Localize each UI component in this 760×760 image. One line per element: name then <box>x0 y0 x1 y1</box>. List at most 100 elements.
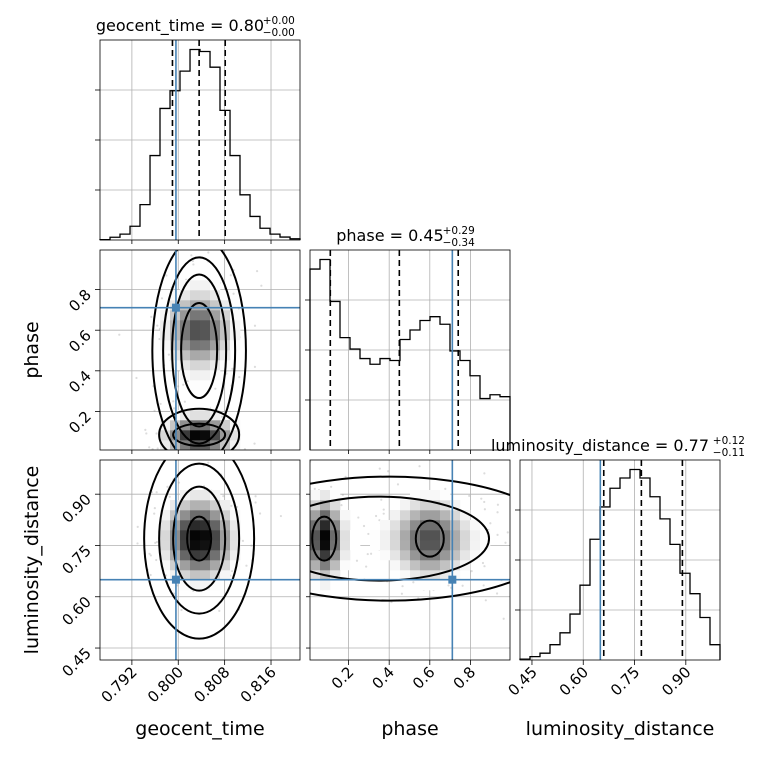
density-cell <box>420 570 431 581</box>
sample-point <box>238 376 241 379</box>
sample-point <box>180 608 183 612</box>
density-cell <box>190 360 201 371</box>
density-cell <box>430 530 441 541</box>
density-cell <box>340 520 351 531</box>
panel-frame <box>99 249 301 451</box>
density-cell <box>180 520 191 531</box>
sample-point <box>253 442 256 445</box>
x-tick-label: 0.75 <box>607 663 643 699</box>
density-cell <box>350 530 361 541</box>
density-cell <box>440 530 451 541</box>
sample-point <box>155 540 159 544</box>
density-cell <box>220 500 231 511</box>
sample-point <box>156 447 159 450</box>
density-cell <box>190 380 201 391</box>
density-cell <box>330 550 341 561</box>
density-cell <box>310 510 321 521</box>
density-cell <box>230 430 241 441</box>
density-cell <box>400 550 411 561</box>
density-cell <box>210 570 221 581</box>
density-cell <box>210 330 221 341</box>
density-cell <box>310 530 321 541</box>
density-cell <box>230 560 241 571</box>
density-cell <box>190 560 201 571</box>
x-tick-label: 0.4 <box>368 663 398 693</box>
density-cell <box>190 330 201 341</box>
y-tick-label: 0.45 <box>58 644 94 680</box>
contour-lines <box>143 460 256 640</box>
contour-level <box>158 462 241 615</box>
density-cell <box>480 540 491 551</box>
sample-point <box>230 504 233 507</box>
x-axis-label-geocent_time: geocent_time <box>135 718 264 740</box>
density-cell <box>190 570 201 581</box>
density-cell <box>180 300 191 311</box>
sample-point <box>218 609 221 612</box>
density-cell <box>440 540 451 551</box>
sample-point <box>374 514 378 518</box>
panel-title: phase = 0.45 <box>336 226 443 245</box>
x-tick-label: 0.792 <box>98 663 141 706</box>
density-cell <box>370 540 381 551</box>
density-cell <box>320 490 331 501</box>
hist-panel-geocent_time: geocent_time = 0.80+0.00−0.00 <box>95 15 301 241</box>
density-cell <box>330 510 341 521</box>
2d-panel-geocent_time-phase <box>99 249 301 451</box>
density-cell <box>450 560 461 571</box>
density-cell <box>460 530 471 541</box>
y-tick-label: 0.60 <box>58 593 94 629</box>
density-cell <box>340 530 351 541</box>
density-cell <box>220 310 231 321</box>
density-cell <box>160 430 171 441</box>
y-tick-label: 0.90 <box>58 490 94 526</box>
density-cell <box>220 570 231 581</box>
density-cell <box>430 540 441 551</box>
density-cell <box>200 330 211 341</box>
histogram-step <box>99 48 301 241</box>
density-cell <box>460 550 471 561</box>
density-cell <box>200 400 211 411</box>
density-cell <box>420 510 431 521</box>
sample-point <box>243 448 247 450</box>
density-cell <box>440 570 451 581</box>
density-cell <box>400 570 411 581</box>
density-cell <box>420 500 431 511</box>
sample-point <box>484 599 487 602</box>
hist-panel-phase: phase = 0.45+0.29−0.34 <box>305 225 511 451</box>
density-cell <box>380 520 391 531</box>
2d-panel-geocent_time-luminosity_distance <box>99 459 301 661</box>
density-cell <box>200 350 211 361</box>
x-tick-label: 0.60 <box>556 663 592 699</box>
density-cell <box>210 550 221 561</box>
density-cell <box>320 560 331 571</box>
sample-point <box>313 487 316 490</box>
sample-point <box>165 274 168 277</box>
density-cell <box>210 280 221 291</box>
density-cell <box>200 380 211 391</box>
sample-point <box>177 385 180 388</box>
density-cell <box>160 440 171 450</box>
sample-point <box>344 475 347 478</box>
x-axis-label-phase: phase <box>381 718 438 740</box>
density-cell <box>380 550 391 561</box>
density-cell <box>430 510 441 521</box>
density-cell <box>400 540 411 551</box>
sample-point <box>230 569 234 573</box>
sample-point <box>401 585 404 588</box>
density-cell <box>200 580 211 591</box>
sample-point <box>168 495 171 498</box>
sample-point <box>250 544 253 547</box>
density-cell <box>190 430 201 441</box>
density-cell <box>200 520 211 531</box>
density-cell <box>310 540 321 551</box>
sample-point <box>151 448 154 450</box>
sample-point <box>496 533 499 536</box>
y-tick-label: 0.8 <box>65 286 95 316</box>
density-cell <box>320 500 331 511</box>
sample-point <box>153 512 156 515</box>
title-upper-error: +0.00 <box>263 15 295 27</box>
density-cell <box>190 350 201 361</box>
sample-point <box>254 501 257 504</box>
x-axis-label-luminosity_distance: luminosity_distance <box>526 718 715 740</box>
